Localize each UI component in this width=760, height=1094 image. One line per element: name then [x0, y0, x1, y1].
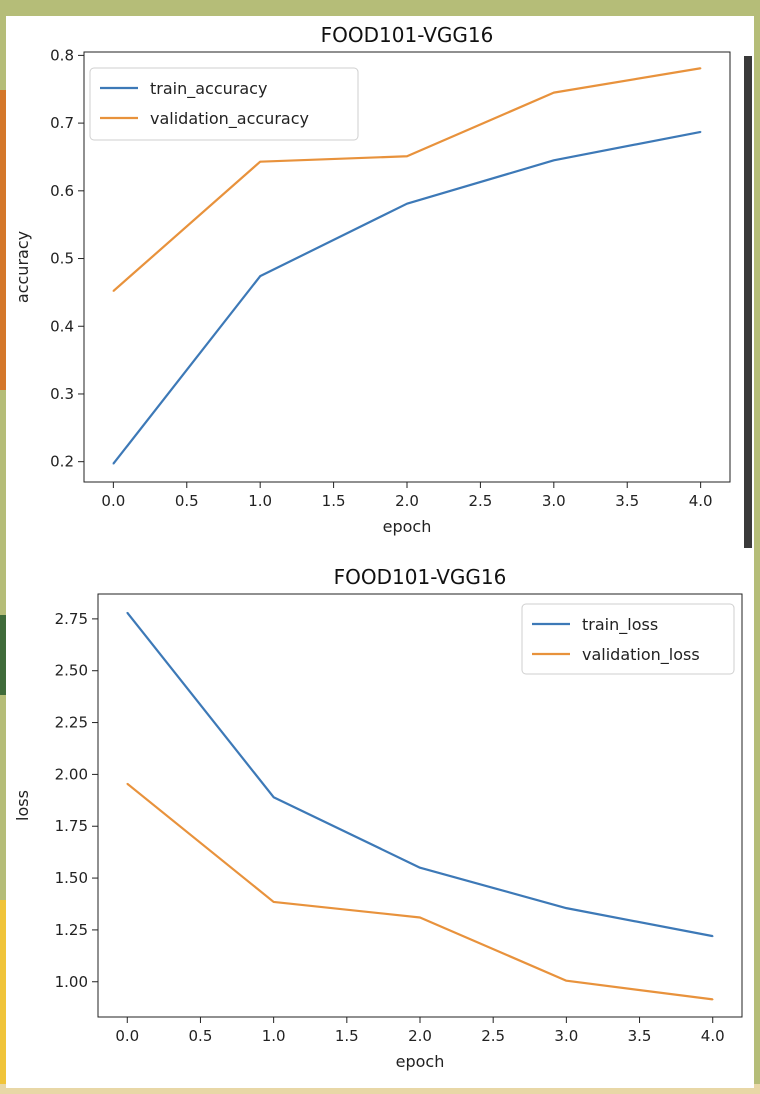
x-tick-label: 0.5	[189, 1027, 213, 1045]
chart-1: FOOD101-VGG16 0.0 0.5 1.0 1.5 2.0 2.5 3.0 3.5 4.0…	[13, 23, 731, 536]
y-tick-label: 2.50	[55, 662, 88, 680]
chart-title: FOOD101-VGG16	[334, 565, 507, 589]
y-tick-label: 0.4	[50, 317, 74, 335]
y-tick-label: 1.50	[55, 869, 88, 887]
y-tick-label: 2.25	[55, 714, 88, 732]
x-tick-label: 3.0	[554, 1027, 578, 1045]
legend-box	[521, 603, 735, 675]
chart-2: FOOD101-VGG16 0.0 0.5 1.0 1.5 2.0 2.5 3.0 3.5 4.0…	[13, 565, 743, 1071]
data-point-validation_loss	[272, 901, 275, 903]
data-point-train_loss	[272, 796, 275, 799]
x-tick-label: 4.0	[689, 492, 713, 510]
legend-label-train_accuracy: train_accuracy	[150, 79, 267, 99]
data-point-validation_accuracy	[699, 67, 702, 70]
data-point-validation_loss	[126, 782, 129, 785]
x-tick-label: 1.0	[262, 1027, 286, 1045]
data-point-train_accuracy	[259, 275, 261, 277]
data-point-validation_accuracy	[112, 290, 115, 292]
y-tick-label: 0.3	[50, 385, 74, 403]
legend: train_accuracy validation_accuracy	[89, 67, 359, 141]
x-tick-label: 2.0	[408, 1027, 432, 1045]
data-point-validation_loss	[565, 979, 568, 982]
x-tick-label: 1.5	[335, 1027, 359, 1045]
data-point-train_loss	[711, 935, 714, 937]
y-tick-label: 1.00	[55, 973, 88, 991]
data-point-train_accuracy	[553, 159, 555, 162]
x-tick-label: 3.0	[542, 492, 566, 510]
plot-card	[6, 16, 754, 1088]
data-point-train_accuracy	[406, 202, 408, 205]
y-tick-label: 0.5	[50, 250, 74, 268]
y-tick-label: 1.25	[55, 921, 88, 939]
legend-label-validation_loss: validation_loss	[582, 645, 700, 665]
series-line-validation_loss	[126, 782, 713, 1001]
data-point-validation_accuracy	[406, 155, 408, 158]
x-tick-label: 0.0	[101, 492, 125, 510]
y-axis-label: accuracy	[13, 231, 32, 303]
legend-box	[89, 67, 359, 141]
data-point-train_accuracy	[699, 131, 702, 133]
y-tick-label: 0.6	[50, 182, 74, 200]
x-tick-label: 4.0	[701, 1027, 725, 1045]
plot-frame	[83, 51, 731, 483]
background-photo-fragment	[0, 900, 10, 1090]
data-point-validation_loss	[711, 998, 714, 1001]
data-point-validation_accuracy	[259, 160, 261, 163]
data-point-train_loss	[126, 611, 129, 614]
x-tick-label: 0.0	[115, 1027, 139, 1045]
y-axis-label: loss	[13, 790, 32, 821]
data-point-train_accuracy	[112, 462, 115, 465]
legend-label-validation_accuracy: validation_accuracy	[150, 109, 309, 129]
x-tick-label: 1.5	[322, 492, 346, 510]
background-photo-fragment	[0, 1084, 760, 1094]
data-point-train_loss	[565, 907, 568, 909]
x-tick-label: 2.5	[468, 492, 492, 510]
x-axis-label: epoch	[383, 517, 432, 536]
x-tick-label: 0.5	[175, 492, 199, 510]
y-tick-label: 2.00	[55, 765, 88, 783]
data-point-validation_loss	[419, 916, 421, 919]
x-tick-label: 2.5	[481, 1027, 505, 1045]
legend: train_loss validation_loss	[521, 603, 735, 675]
x-tick-label: 2.0	[395, 492, 419, 510]
y-tick-label: 1.75	[55, 817, 88, 835]
legend-label-train_loss: train_loss	[582, 615, 658, 635]
series-line-train_accuracy	[112, 130, 701, 465]
data-point-validation_accuracy	[553, 91, 555, 94]
x-tick-label: 3.5	[628, 1027, 652, 1045]
plot-frame	[97, 593, 743, 1018]
scrollbar[interactable]	[744, 56, 752, 548]
x-tick-label: 3.5	[615, 492, 639, 510]
y-tick-label: 0.8	[50, 46, 74, 64]
background-photo-fragment	[0, 615, 10, 695]
data-point-train_loss	[419, 866, 421, 869]
y-tick-label: 0.2	[50, 453, 74, 471]
y-tick-label: 0.7	[50, 114, 74, 132]
y-tick-label: 2.75	[55, 610, 88, 628]
x-tick-label: 1.0	[248, 492, 272, 510]
x-axis-label: epoch	[396, 1052, 445, 1071]
chart-title: FOOD101-VGG16	[321, 23, 494, 47]
